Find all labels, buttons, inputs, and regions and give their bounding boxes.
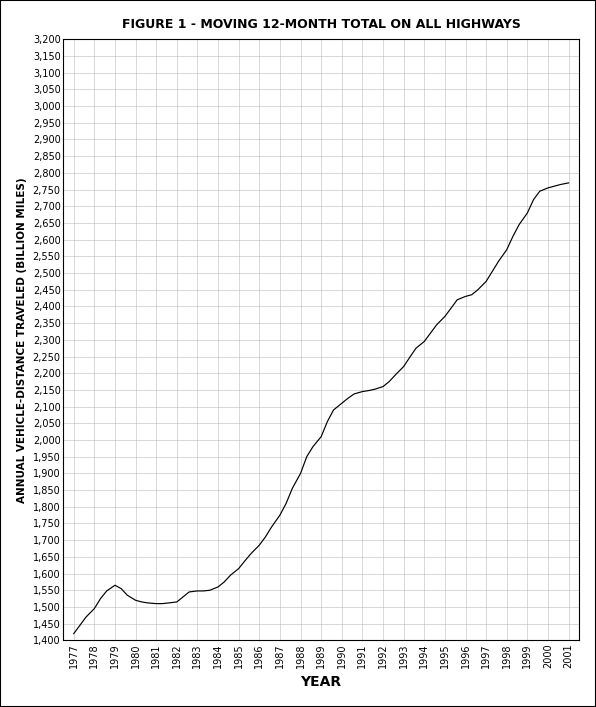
Title: FIGURE 1 - MOVING 12-MONTH TOTAL ON ALL HIGHWAYS: FIGURE 1 - MOVING 12-MONTH TOTAL ON ALL … bbox=[122, 18, 520, 31]
X-axis label: YEAR: YEAR bbox=[300, 674, 342, 689]
Y-axis label: ANNUAL VEHICLE-DISTANCE TRAVELED (BILLION MILES): ANNUAL VEHICLE-DISTANCE TRAVELED (BILLIO… bbox=[17, 177, 27, 503]
